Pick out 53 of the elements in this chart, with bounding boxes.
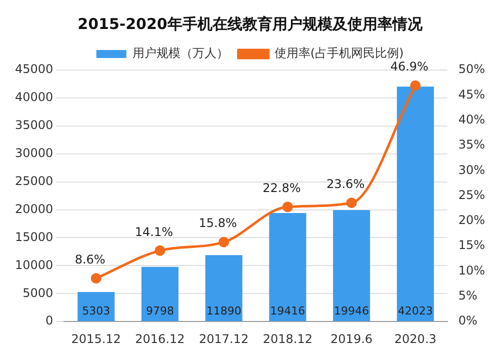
legend-label: 使用率(占手机网民比例) — [274, 46, 404, 60]
y2-tick-label: 30% — [458, 162, 485, 177]
data-label: 42023 — [398, 304, 433, 318]
y-tick-label: 15000 — [14, 230, 54, 244]
legend-label: 用户规模（万人） — [132, 46, 228, 60]
y-tick-label: 10000 — [14, 258, 54, 272]
y-tick-label: 30000 — [14, 146, 54, 160]
bar — [269, 213, 306, 322]
y2-tick-label: 45% — [458, 87, 485, 102]
y2-tick-label: 10% — [458, 263, 485, 278]
x-tick-label: 2018.12 — [262, 332, 312, 346]
data-label: 19946 — [334, 304, 370, 318]
point — [346, 198, 357, 208]
point — [90, 273, 102, 284]
x-tick-label: 2015.12 — [71, 332, 121, 346]
bar — [205, 255, 242, 322]
data-label: 22.8% — [262, 180, 301, 195]
bar — [141, 266, 178, 322]
data-label: 46.9% — [390, 60, 428, 74]
y2-tick-label: 0% — [458, 314, 478, 328]
point — [282, 202, 293, 212]
x-tick-label: 2017.12 — [199, 332, 249, 346]
bar — [396, 86, 434, 322]
y-tick-label: 35000 — [14, 118, 54, 132]
y-tick-label: 0 — [46, 314, 54, 328]
y2-tick-label: 50% — [458, 62, 485, 76]
chart-title: 2015-2020年手机在线教育用户规模及使用率情况 — [78, 14, 424, 33]
point — [410, 80, 421, 91]
y2-tick-label: 15% — [458, 238, 485, 252]
y2-tick-label: 40% — [458, 112, 485, 126]
data-label: 8.6% — [74, 252, 106, 266]
data-label: 23.6% — [326, 176, 365, 191]
y-tick-label: 40000 — [14, 90, 54, 104]
data-label: 15.8% — [198, 216, 237, 230]
y2-tick-label: 35% — [458, 138, 485, 152]
data-label: 5303 — [82, 304, 110, 318]
data-label: 19416 — [270, 304, 306, 318]
y-tick-label: 45000 — [14, 62, 54, 76]
x-tick-label: 2020.3 — [394, 332, 436, 346]
x-tick-label: 2019.6 — [330, 332, 373, 346]
y-tick-label: 5000 — [22, 286, 54, 300]
point — [154, 245, 166, 256]
y-tick-label: 20000 — [14, 202, 54, 216]
point — [218, 236, 230, 248]
y-tick-label: 25000 — [14, 174, 54, 188]
bar — [333, 210, 370, 322]
y2-tick-label: 5% — [458, 288, 478, 303]
data-label: 9798 — [146, 304, 174, 318]
y2-tick-label: 25% — [458, 188, 485, 202]
data-label: 11890 — [206, 304, 242, 318]
x-tick-label: 2016.12 — [135, 332, 185, 346]
y2-tick-label: 20% — [458, 213, 485, 228]
data-label: 14.1% — [134, 224, 174, 239]
